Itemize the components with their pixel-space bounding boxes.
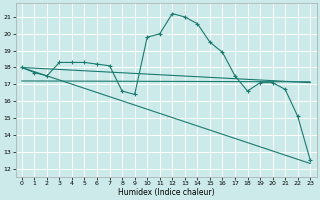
X-axis label: Humidex (Indice chaleur): Humidex (Indice chaleur) bbox=[118, 188, 214, 197]
